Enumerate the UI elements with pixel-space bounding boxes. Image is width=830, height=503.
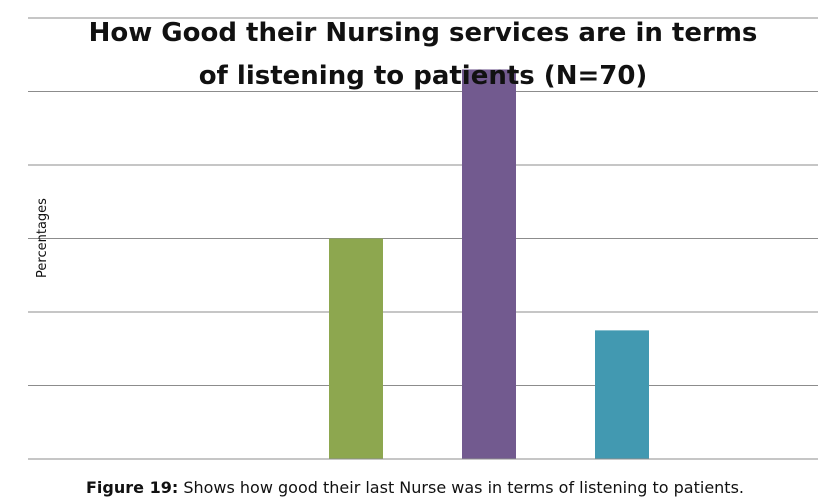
figure-caption-text: Shows how good their last Nurse was in t…: [178, 478, 744, 497]
figure-caption-label: Figure 19:: [86, 478, 179, 497]
bar-4: [462, 69, 516, 459]
chart-title-line-1: How Good their Nursing services are in t…: [89, 18, 758, 48]
figure-caption: Figure 19: Shows how good their last Nur…: [0, 478, 830, 497]
gridlines: [28, 17, 818, 386]
bar-5: [595, 330, 649, 459]
bars: [329, 69, 649, 459]
chart-title-line-2: of listening to patients (N=70): [199, 61, 648, 91]
bar-3: [329, 238, 383, 459]
y-axis-label: Percentages: [35, 198, 50, 278]
